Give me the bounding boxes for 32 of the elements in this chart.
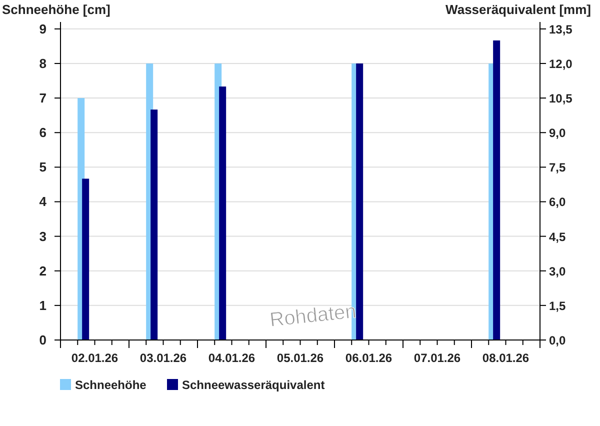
annotation: Rohdaten: [268, 300, 358, 332]
x-tick-label: 04.01.26: [208, 351, 256, 365]
y-tick-label: 6: [39, 125, 46, 140]
y-axis-title: Schneehöhe [cm]: [2, 2, 110, 17]
y2-axis-title: Wasseräquivalent [mm]: [446, 2, 591, 17]
y2-tick-label: 3,0: [549, 264, 566, 278]
y2-tick-label: 7,5: [549, 160, 566, 175]
y2-tick-label: 13,5: [549, 22, 573, 36]
x-tick-label: 06.01.26: [345, 351, 392, 365]
y-tick-label: 2: [39, 263, 46, 278]
legend-label: Schneehöhe: [75, 378, 147, 392]
y-tick-label: 0: [39, 332, 46, 348]
y2-tick-label: 4,5: [549, 230, 566, 244]
y2-tick-label: 0,0: [549, 334, 566, 348]
legend-label: Schneewasseräquivalent: [182, 378, 325, 392]
y-tick-label: 7: [39, 90, 46, 106]
y-tick-label: 9: [39, 21, 46, 36]
y2-tick-label: 10,5: [549, 92, 573, 106]
y2-tick-label: 6,0: [549, 195, 566, 210]
y2-tick-label: 12,0: [549, 56, 573, 71]
y-tick-label: 8: [39, 56, 46, 71]
x-tick-label: 05.01.26: [276, 351, 324, 365]
y-tick-label: 4: [39, 194, 48, 210]
y2-tick-label: 9,0: [549, 126, 566, 140]
y-tick-label: 1: [39, 298, 46, 313]
x-tick-label: 07.01.26: [414, 351, 461, 365]
x-tick-label: 02.01.26: [71, 351, 118, 365]
x-tick-label: 08.01.26: [482, 351, 530, 365]
x-tick-label: 03.01.26: [140, 351, 187, 365]
y-tick-label: 5: [39, 160, 46, 175]
y-tick-label: 3: [39, 228, 46, 244]
y2-tick-label: 1,5: [549, 298, 566, 313]
